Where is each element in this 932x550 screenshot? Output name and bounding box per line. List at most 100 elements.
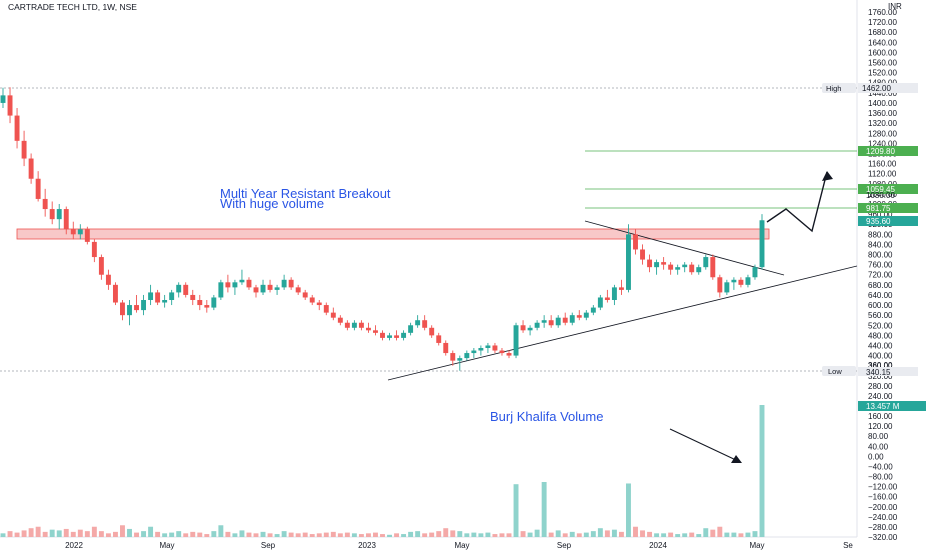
volume-bar [323,532,329,537]
candle-body [218,282,224,298]
candle [717,274,723,298]
volume-bar [633,526,638,537]
volume-tick-label: −200.00 [868,503,898,512]
price-tick-label: 1640.00 [868,38,897,47]
volume-bar [190,531,196,537]
candle [49,201,55,225]
candle-body [176,284,182,293]
candle-body [134,305,139,311]
volume-bar [337,533,343,537]
candle [450,350,456,366]
candle [506,350,512,359]
candle [351,320,357,331]
volume-bar [661,533,667,537]
volume-bar [91,526,97,537]
candle-body [274,287,280,290]
price-tick-label: 480.00 [868,331,893,340]
candle-body [618,287,624,290]
price-tick-label: 1160.00 [868,160,897,169]
volume-bar [408,531,414,537]
candle [640,244,645,265]
volume-tick-label: 40.00 [868,442,889,451]
candle [520,320,526,333]
volume-bar [506,533,512,537]
volume-bar [42,531,48,537]
candle [204,300,210,313]
candle [611,284,617,306]
candle-body [668,264,674,270]
candle [429,325,435,338]
last-volume-value: 13.457 M [866,402,900,411]
volume-bar [457,531,463,537]
time-tick-label: 2024 [649,541,667,550]
volume-bar [267,533,273,537]
candle-body [0,95,6,103]
volume-bar [626,483,631,537]
candle-body [506,353,512,356]
price-tick-label: 1120.00 [868,170,897,179]
price-tick-label: 1760.00 [868,8,897,17]
breakout-annotation-line1: Multi Year Resistant Breakout [220,186,391,201]
target-2-value: 1059.45 [866,185,895,194]
volume-tick-label: 160.00 [868,412,893,421]
volume-bar [576,533,582,537]
volume-bar [682,533,688,537]
candle-body [724,282,730,293]
target-1-bg [858,146,918,156]
projection-arrowhead [822,171,833,181]
volume-bar [548,532,554,537]
candle [633,229,638,255]
candle [492,342,498,354]
volume-bar [464,533,470,537]
volume-bar [77,529,83,537]
candle-body [246,279,252,288]
candle [647,254,653,273]
volume-bar [597,528,603,537]
volume-bar [14,532,20,537]
candle [689,262,695,275]
volume-tick-label: 120.00 [868,422,893,431]
candle [218,279,224,300]
volume-bar [401,534,407,537]
candle-body [35,178,41,199]
low-extra-tick: 360.00 [868,361,893,370]
candle-body [689,264,695,273]
candle [415,315,421,328]
candle [21,130,27,167]
volume-bar [724,532,730,537]
volume-bar [555,530,561,537]
price-tick-label: 680.00 [868,281,893,290]
candle [724,279,730,295]
volume-bar [197,532,203,537]
volume-tick-label: −320.00 [868,533,898,542]
volume-bar [98,531,104,537]
time-tick-label: 2022 [65,541,83,550]
candle-body [408,325,414,333]
target-3-value: 981.75 [866,204,891,213]
candle-body [204,305,210,308]
candle-body [626,234,631,290]
candle [436,332,442,346]
candle [14,108,20,149]
candle [246,277,252,290]
candle-body [520,325,526,331]
candle-body [534,322,540,328]
currency-label: INR [888,2,902,11]
price-tick-label: 840.00 [868,240,893,249]
candle [28,153,34,184]
candle [316,300,322,311]
volume-bar [422,533,428,537]
volume-bar [394,533,400,537]
volume-bar [696,534,702,537]
volume-bar [429,532,435,537]
candle [710,254,716,280]
candle-body [141,300,147,311]
price-tick-label: 400.00 [868,352,893,361]
volume-bar [148,526,154,537]
candle [105,269,111,290]
volume-bar [373,532,378,537]
candle [155,289,161,306]
price-tick-label: 1320.00 [868,119,897,128]
candle [604,289,610,303]
